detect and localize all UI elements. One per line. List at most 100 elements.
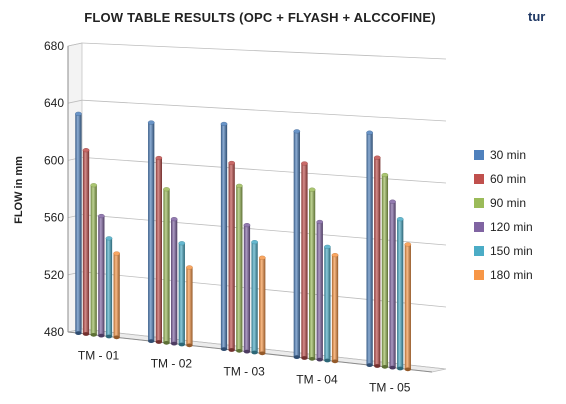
gridline: [81, 99, 447, 122]
bar-body: [251, 242, 258, 353]
bar-base: [316, 357, 323, 362]
bar-top: [113, 251, 120, 256]
y-tick-label: 640: [44, 96, 64, 110]
legend-label: 90 min: [490, 196, 526, 210]
x-tick-label: TM - 05: [369, 380, 411, 394]
bar-body: [171, 219, 178, 344]
bar: [178, 241, 186, 347]
y-axis-label: FLOW in mm: [13, 156, 25, 224]
bar: [404, 242, 412, 372]
bar: [366, 130, 373, 368]
bar-body: [178, 243, 185, 345]
bar-top: [90, 183, 98, 188]
bar: [293, 129, 301, 360]
bar-body: [243, 225, 251, 352]
bar-base: [381, 364, 389, 369]
legend-swatch: [474, 222, 484, 232]
bar: [381, 172, 389, 369]
bar-base: [148, 339, 155, 344]
bar-body: [331, 255, 339, 362]
gridline: [81, 42, 447, 60]
bar: [324, 244, 331, 363]
legend-swatch: [474, 270, 484, 280]
bar-top: [235, 183, 243, 188]
bar-body: [316, 221, 323, 360]
bar: [389, 199, 396, 370]
bar: [301, 161, 308, 360]
bar: [308, 187, 316, 361]
y-tick-label: 480: [44, 325, 64, 339]
legend-item: 150 min: [474, 244, 533, 258]
bar: [82, 148, 90, 336]
bar-base: [178, 342, 185, 347]
bar-body: [301, 163, 308, 358]
y-tick-label: 600: [44, 153, 64, 167]
legend-item: 120 min: [474, 220, 533, 234]
bar-body: [148, 122, 155, 342]
bar-base: [90, 332, 97, 337]
legend-swatch: [474, 198, 484, 208]
bar-base: [75, 331, 82, 336]
legend-swatch: [474, 150, 484, 160]
bar: [75, 111, 82, 336]
bar-body: [90, 185, 97, 335]
x-tick-label: TM - 03: [224, 364, 266, 378]
y-axis-label-group: FLOW in mm: [13, 156, 25, 224]
legend-item: 90 min: [474, 196, 526, 210]
bar-base: [98, 333, 105, 338]
bar-body: [404, 244, 411, 370]
bar-top: [178, 241, 186, 246]
bar-base: [228, 348, 235, 352]
y-tick-label: 680: [44, 39, 64, 53]
bar-top: [366, 130, 373, 135]
bar-top: [404, 242, 412, 247]
bar-base: [324, 358, 331, 363]
legend-label: 30 min: [490, 148, 526, 162]
bar: [258, 255, 266, 356]
legend-item: 60 min: [474, 172, 526, 186]
bar-top: [243, 223, 251, 228]
bar-base: [389, 365, 396, 370]
legend-swatch: [474, 174, 484, 184]
chart-bars: [75, 111, 412, 372]
bar-base: [293, 355, 300, 360]
bar: [155, 155, 163, 344]
bar-body: [186, 267, 193, 346]
bar-body: [366, 132, 373, 366]
legend-label: 60 min: [490, 172, 526, 186]
bar: [396, 217, 404, 371]
bar-base: [251, 350, 258, 355]
bar-body: [374, 157, 381, 366]
bar: [170, 217, 178, 346]
bar-top: [381, 172, 389, 178]
y-tick-label: 520: [44, 268, 64, 282]
gridline-side: [67, 99, 83, 104]
bar-base: [155, 340, 162, 344]
bar-body: [105, 238, 113, 337]
bar-body: [82, 150, 90, 334]
chart-title: FLOW TABLE RESULTS (OPC + FLYASH + ALCCO…: [84, 10, 436, 25]
bar-top: [105, 236, 113, 241]
legend-label: 150 min: [490, 244, 533, 258]
x-tick-label: TM - 02: [151, 356, 193, 370]
bar-body: [381, 175, 389, 367]
bar-body: [163, 189, 170, 343]
bar: [113, 251, 120, 340]
bar-base: [113, 335, 120, 340]
bar: [220, 121, 228, 352]
bar: [243, 223, 251, 354]
bar-base: [236, 348, 243, 353]
bar-body: [389, 201, 396, 368]
bar-body: [220, 123, 228, 350]
bar-top: [331, 253, 339, 258]
bar-top: [301, 161, 308, 166]
bar-body: [155, 158, 162, 342]
bar-top: [228, 160, 235, 166]
bar-top: [293, 129, 301, 134]
bar: [105, 236, 113, 339]
bar-top: [220, 121, 228, 127]
bar-top: [75, 111, 82, 116]
bar-base: [301, 356, 308, 360]
